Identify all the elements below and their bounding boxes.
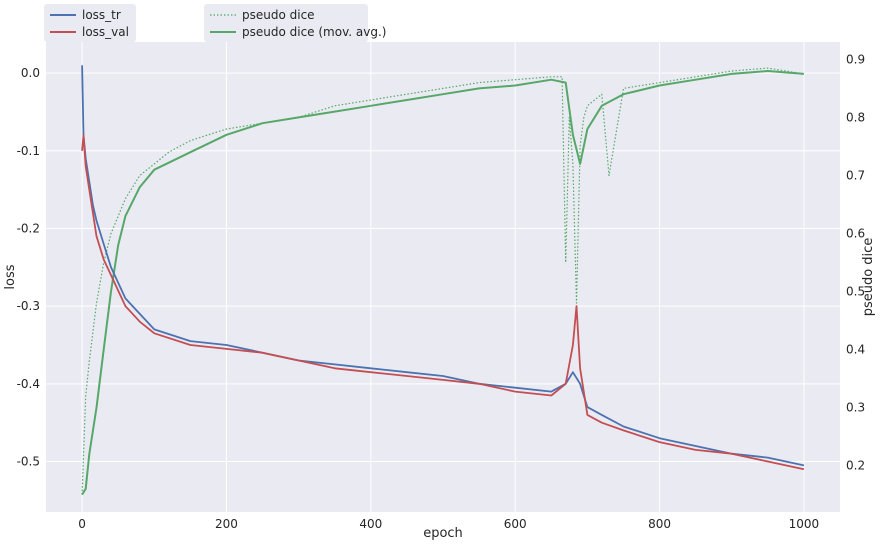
series-lines: [81, 65, 805, 496]
legend-right-box: [204, 4, 368, 42]
x-tick-label: 1000: [789, 517, 820, 531]
series-pseudo-dice-mov-avg: [81, 70, 804, 496]
x-tick-label: 200: [215, 517, 238, 531]
y-ticks-left: 0.0 -0.1 -0.2 -0.3 -0.4 -0.5: [17, 66, 40, 468]
y-tick-label-right: 0.8: [846, 110, 865, 124]
y-tick-label-right: 0.2: [846, 459, 865, 473]
y-tick-label-right: 0.9: [846, 52, 865, 66]
y-tick-label-right: 0.3: [846, 401, 865, 415]
series-loss-val: [81, 134, 805, 471]
y-axis-label-right: pseudo dice: [861, 238, 876, 317]
legend-right: pseudo dice pseudo dice (mov. avg.): [204, 4, 386, 42]
y-tick-label-left: -0.4: [17, 377, 40, 391]
x-tick-label: 800: [648, 517, 671, 531]
y-tick-label-left: -0.2: [17, 221, 40, 235]
grid: [46, 42, 840, 512]
y-tick-label-left: 0.0: [21, 66, 40, 80]
series-loss-tr: [81, 65, 805, 467]
x-axis-label: epoch: [423, 526, 463, 541]
y-ticks-right: 0.9 0.8 0.7 0.6 0.5 0.4 0.3 0.2: [846, 52, 865, 472]
x-tick-label: 0: [78, 517, 86, 531]
x-tick-label: 400: [359, 517, 382, 531]
y-axis-label-left: loss: [3, 264, 18, 289]
legend-label-loss-val: loss_val: [82, 25, 129, 39]
legend-label-pseudo-dice: pseudo dice: [242, 8, 315, 22]
legend-label-pseudo-dice-mov-avg: pseudo dice (mov. avg.): [242, 25, 386, 39]
x-ticks: 0 200 400 600 800 1000: [78, 517, 819, 531]
y-tick-label-right: 0.4: [846, 343, 865, 357]
y-tick-label-right: 0.7: [846, 168, 865, 182]
y-tick-label-left: -0.1: [17, 144, 40, 158]
y-tick-label-right: 0.5: [846, 285, 865, 299]
legend-label-loss-tr: loss_tr: [82, 8, 121, 22]
x-tick-label: 600: [504, 517, 527, 531]
y-tick-label-right: 0.6: [846, 226, 865, 240]
series-pseudo-dice: [81, 67, 804, 495]
y-tick-label-left: -0.3: [17, 299, 40, 313]
plot-area: [46, 42, 840, 512]
legend-left: loss_tr loss_val: [44, 4, 136, 42]
y-tick-label-left: -0.5: [17, 455, 40, 469]
